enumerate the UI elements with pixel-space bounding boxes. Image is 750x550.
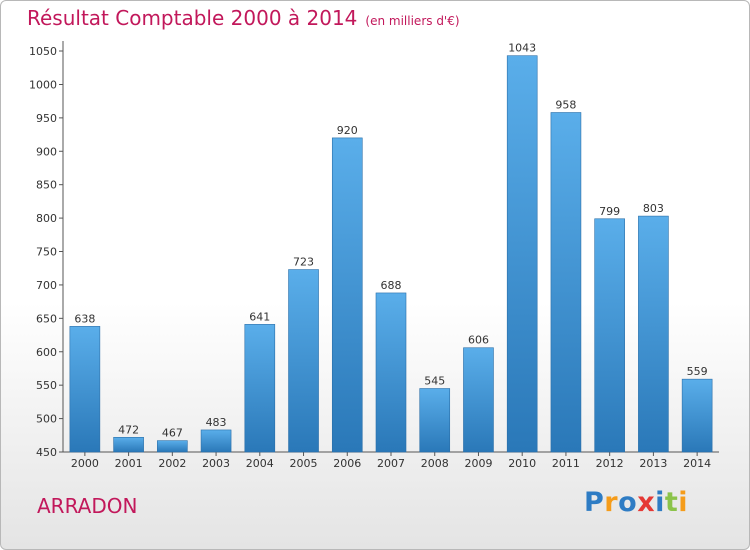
- x-tick-label: 2004: [246, 457, 274, 470]
- bar: [681, 378, 713, 453]
- x-tick-label: 2001: [115, 457, 143, 470]
- bar-value-label: 803: [643, 202, 664, 215]
- bar: [506, 55, 538, 453]
- bar-value-label: 1043: [508, 42, 536, 55]
- bar: [594, 218, 625, 453]
- y-tick-label: 850: [36, 179, 57, 192]
- bar: [244, 324, 276, 453]
- y-tick-label: 700: [36, 279, 57, 292]
- chart-bars: 638 472 467 483 641 723 920 688 545 606 1043 958 799…: [69, 42, 713, 453]
- x-tick-label: 2008: [421, 457, 449, 470]
- y-tick-label: 900: [36, 145, 57, 158]
- y-tick-label: 950: [36, 112, 57, 125]
- chart-title: Résultat Comptable 2000 à 2014 (en millie…: [27, 6, 460, 30]
- x-tick-label: 2005: [290, 457, 318, 470]
- bar-value-label: 606: [468, 334, 489, 347]
- x-tick-label: 2013: [639, 457, 667, 470]
- chart-axes: 450 500 550 600 650 700 750 800 850 900 950 1000 105…: [29, 41, 719, 470]
- y-tick-label: 500: [36, 413, 57, 426]
- x-tick-label: 2003: [202, 457, 230, 470]
- logo-letter: r: [604, 487, 619, 518]
- x-tick-label: 2000: [71, 457, 99, 470]
- y-tick-label: 1000: [29, 78, 57, 91]
- bar: [113, 436, 144, 453]
- x-tick-label: 2010: [508, 457, 536, 470]
- chart-subtitle: (en milliers d'€): [365, 14, 460, 28]
- y-tick-label: 750: [36, 246, 57, 259]
- x-tick-label: 2007: [377, 457, 405, 470]
- logo-letter: i: [655, 487, 665, 518]
- bar: [419, 388, 451, 453]
- bar-value-label: 638: [74, 312, 95, 325]
- x-tick-label: 2009: [464, 457, 492, 470]
- bar-value-label: 559: [687, 365, 708, 378]
- bar: [375, 292, 407, 453]
- bar-value-label: 483: [206, 416, 227, 429]
- bar: [463, 347, 494, 453]
- x-tick-label: 2011: [552, 457, 580, 470]
- y-tick-label: 1050: [29, 45, 57, 58]
- bar-value-label: 688: [381, 279, 402, 292]
- x-tick-label: 2002: [158, 457, 186, 470]
- bar-value-label: 545: [424, 375, 445, 388]
- bar-value-label: 467: [162, 427, 183, 440]
- y-tick-label: 550: [36, 379, 57, 392]
- logo-letter: P: [584, 487, 605, 518]
- chart-title-text: Résultat Comptable 2000 à 2014: [27, 6, 358, 30]
- bar: [69, 326, 101, 453]
- y-tick-label: 650: [36, 312, 57, 325]
- logo-letter: t: [664, 487, 679, 518]
- x-tick-label: 2006: [333, 457, 361, 470]
- y-tick-label: 450: [36, 446, 57, 459]
- bar: [288, 269, 319, 453]
- x-tick-label: 2012: [596, 457, 624, 470]
- bar-value-label: 920: [337, 124, 358, 137]
- logo-letter: x: [637, 487, 656, 518]
- bar-value-label: 723: [293, 256, 314, 269]
- bar-value-label: 641: [249, 310, 270, 323]
- commune-name: ARRADON: [37, 494, 138, 518]
- proxiti-logo: Proxiti: [584, 487, 688, 518]
- logo-letter: i: [678, 487, 689, 518]
- x-tick-label: 2014: [683, 457, 711, 470]
- bar-value-label: 958: [555, 99, 576, 112]
- y-tick-label: 800: [36, 212, 57, 225]
- bar: [550, 112, 582, 453]
- logo-letter: o: [618, 487, 638, 518]
- bar: [157, 440, 188, 453]
- bar-value-label: 472: [118, 423, 139, 436]
- bar: [200, 429, 232, 453]
- y-tick-label: 600: [36, 346, 57, 359]
- bar: [331, 137, 363, 453]
- bar: [638, 215, 669, 453]
- bar-value-label: 799: [599, 205, 620, 218]
